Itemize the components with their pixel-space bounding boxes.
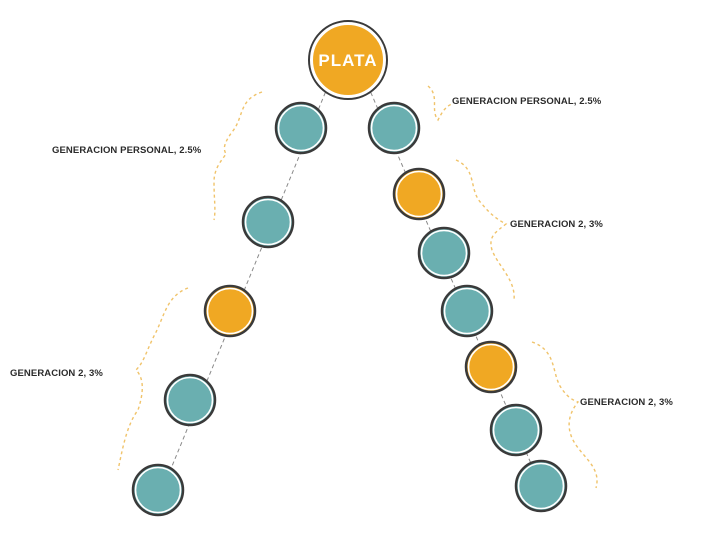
left-node-1-halo [277, 104, 325, 152]
right-node-2-halo [395, 170, 443, 218]
right-node-7-halo [517, 462, 565, 510]
brace-left-upper [213, 91, 263, 221]
left-branch [131, 101, 328, 517]
braces [117, 85, 598, 489]
left-node-1 [274, 101, 328, 155]
right-node-1 [367, 101, 421, 155]
right-node-4 [440, 284, 494, 338]
root-node: PLATA [308, 20, 388, 100]
label-left-personal: GENERACION PERSONAL, 2.5% [52, 145, 202, 156]
right-branch [367, 101, 568, 513]
left-node-5-halo [134, 466, 182, 514]
left-node-4 [163, 373, 217, 427]
label-right-personal: GENERACION PERSONAL, 2.5% [452, 96, 602, 107]
left-node-2 [241, 195, 295, 249]
right-node-6 [489, 403, 543, 457]
right-node-7 [514, 459, 568, 513]
right-node-1-halo [370, 104, 418, 152]
right-node-3 [417, 226, 471, 280]
nodes: PLATA [131, 20, 568, 517]
label-right-generation-2-lower: GENERACION 2, 3% [580, 397, 673, 408]
label-right-generation-2-upper: GENERACION 2, 3% [510, 219, 603, 230]
root-node-fill [311, 23, 385, 97]
right-node-5 [464, 340, 518, 394]
right-node-5-halo [467, 343, 515, 391]
left-node-3 [203, 284, 257, 338]
right-node-4-halo [443, 287, 491, 335]
right-node-3-halo [420, 229, 468, 277]
right-node-6-halo [492, 406, 540, 454]
brace-right-lower [531, 341, 598, 489]
brace-right-mid [455, 159, 515, 301]
left-node-4-halo [166, 376, 214, 424]
root-node-label: PLATA [318, 51, 377, 70]
left-node-2-halo [244, 198, 292, 246]
right-node-2 [392, 167, 446, 221]
brace-right-upper [427, 85, 453, 122]
brace-left-lower [117, 287, 189, 471]
label-left-generation-2: GENERACION 2, 3% [10, 368, 103, 379]
left-node-5 [131, 463, 185, 517]
left-node-3-halo [206, 287, 254, 335]
